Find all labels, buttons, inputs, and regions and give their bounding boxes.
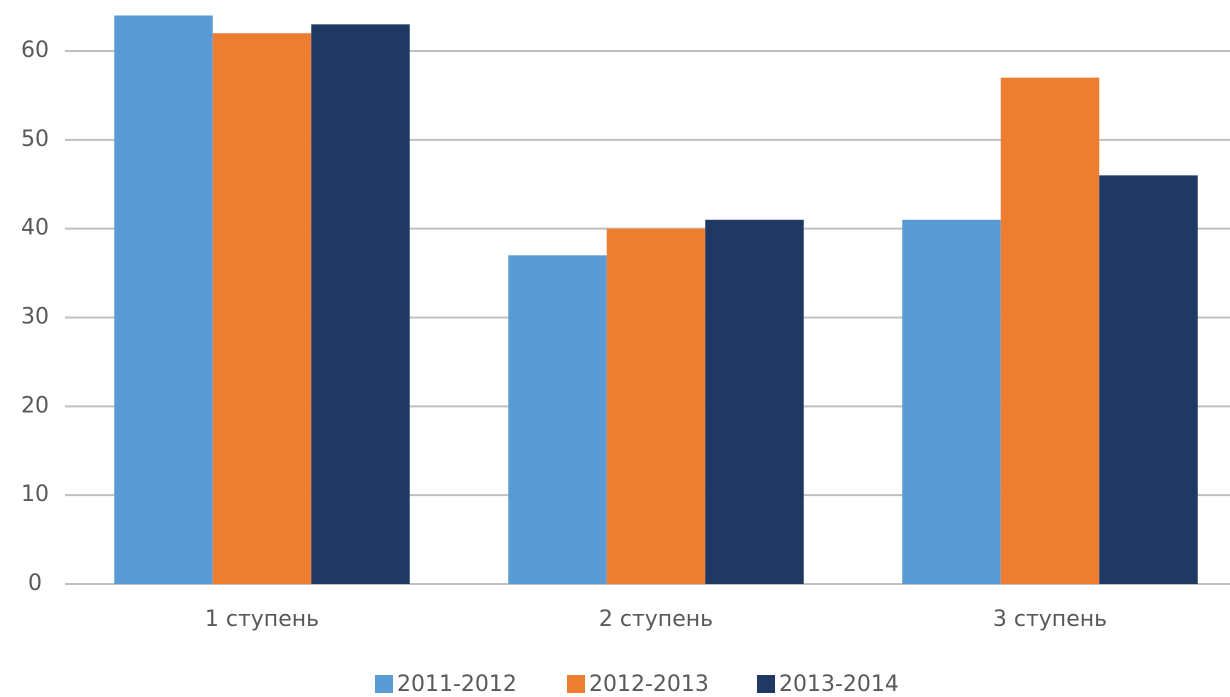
x-tick-label: 1 ступень — [205, 607, 319, 632]
legend-swatch — [375, 675, 393, 693]
y-tick-label: 50 — [21, 127, 49, 152]
x-tick-label: 3 ступень — [993, 607, 1107, 632]
bar — [1099, 175, 1198, 584]
y-tick-label: 10 — [21, 482, 49, 507]
y-tick-label: 30 — [21, 305, 49, 330]
bar — [508, 255, 607, 585]
y-tick-label: 40 — [21, 216, 49, 241]
bar — [212, 33, 312, 584]
bar — [1000, 77, 1100, 585]
bar — [705, 219, 804, 585]
bar — [902, 219, 1001, 585]
legend-swatch — [567, 675, 585, 693]
legend-label: 2013-2014 — [779, 672, 899, 697]
y-tick-label: 60 — [21, 38, 49, 63]
legend-swatch — [757, 675, 775, 693]
x-tick-label: 2 ступень — [599, 607, 713, 632]
bar — [606, 228, 706, 584]
legend-label: 2011-2012 — [397, 672, 517, 697]
legend-label: 2012-2013 — [589, 672, 709, 697]
y-tick-label: 0 — [28, 571, 42, 596]
bar — [114, 15, 213, 584]
bar — [311, 24, 410, 585]
y-tick-label: 20 — [21, 393, 49, 418]
